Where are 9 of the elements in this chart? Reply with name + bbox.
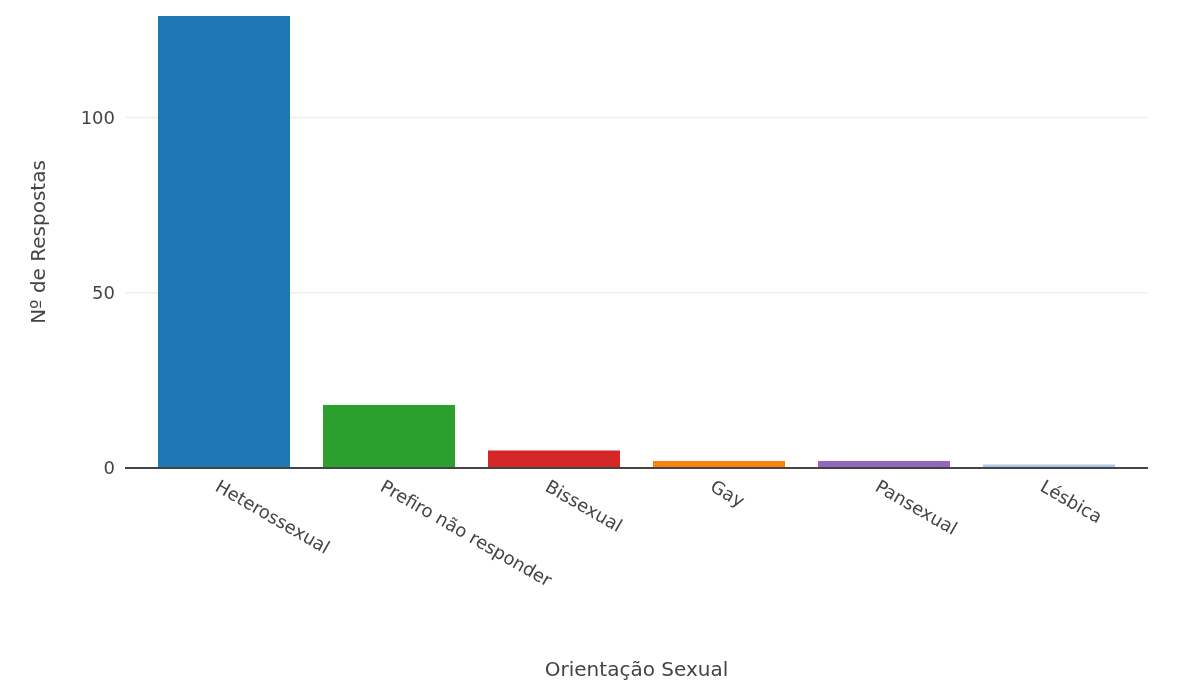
y-tick-label: 100 (80, 106, 115, 128)
bar (323, 404, 455, 468)
bar (158, 16, 290, 468)
y-tick-label: 50 (92, 282, 115, 304)
y-axis-title: Nº de Respostas (26, 160, 50, 324)
x-tick-label: Gay (707, 475, 749, 512)
x-axis-title: Orientação Sexual (544, 657, 729, 681)
y-tick-label: 0 (103, 457, 115, 479)
bar (488, 450, 620, 468)
